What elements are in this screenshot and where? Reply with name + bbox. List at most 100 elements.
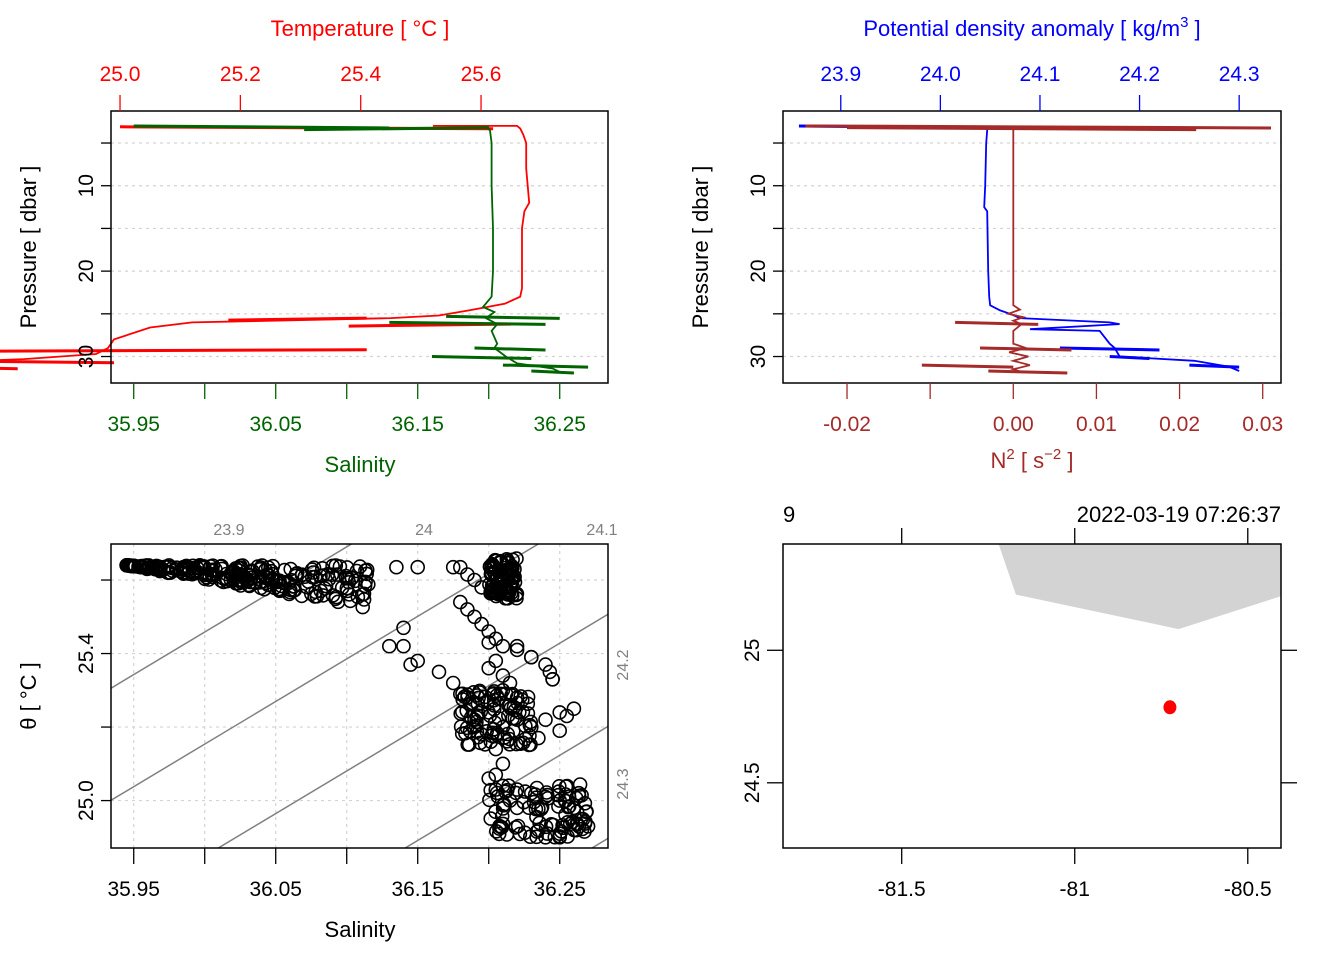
data-point (523, 714, 539, 730)
bottom-tick-label: 0.02 (1159, 413, 1200, 436)
data-point (320, 566, 336, 582)
top-tick-label: 24.0 (920, 63, 961, 86)
series-group (0, 124, 589, 375)
top-tick-label: 25.0 (100, 63, 141, 86)
top-tick-label: 24.2 (1119, 63, 1160, 86)
data-point (467, 609, 482, 625)
data-point (271, 581, 286, 597)
data-point (294, 567, 310, 583)
plot-frame (782, 543, 1282, 849)
series-spike (0, 348, 367, 353)
data-point (495, 668, 511, 683)
grid (783, 142, 1281, 358)
y-tick-label: 30 (75, 345, 98, 368)
y-tick-label: 25 (741, 639, 764, 662)
data-point (260, 560, 276, 575)
data-point (474, 580, 489, 595)
station-marker (1163, 700, 1177, 715)
y-axis-label: θ [ °C ] (16, 662, 41, 729)
data-point (142, 560, 157, 575)
data-point (359, 562, 375, 578)
bottom-tick-label: 0.01 (1076, 413, 1117, 436)
panel-temperature-salinity-profile: 10 20 30 25.0 25.2 25.4 25.6 35.95 36.05 36.15 36.… (0, 16, 609, 477)
data-point (495, 638, 511, 654)
top-tick-label: 25.2 (220, 63, 261, 86)
data-point (488, 741, 504, 757)
data-point (213, 573, 229, 588)
isopycnal-label: 24.2 (615, 649, 632, 680)
plot-frame (110, 543, 609, 849)
series-spike (955, 320, 1039, 326)
isopycnal-line (216, 613, 608, 848)
data-point (286, 578, 302, 594)
data-point (538, 829, 553, 845)
series-spike (1059, 346, 1160, 352)
isopycnal-label: 23.9 (213, 522, 244, 539)
data-point (196, 559, 212, 574)
series-spike (431, 355, 532, 361)
data-point (484, 559, 499, 575)
y-axis-label: Pressure [ dbar ] (16, 166, 41, 329)
series-spike (531, 369, 574, 375)
axes: 10 20 30 25.0 25.2 25.4 25.6 35.95 36.05 36.15 36.… (75, 63, 586, 436)
data-point (500, 553, 516, 569)
data-point (529, 809, 544, 825)
bottom-tick-label: 0.00 (993, 413, 1034, 436)
isopycnal-lines (111, 544, 608, 848)
data-point (465, 695, 480, 711)
data-point (529, 829, 544, 845)
plot-frame (110, 110, 609, 384)
data-point (283, 561, 299, 577)
data-point (481, 660, 497, 676)
data-point (488, 653, 504, 669)
data-point (520, 706, 536, 721)
data-point (445, 559, 461, 575)
data-point (176, 566, 191, 582)
y-tick-label: 10 (75, 174, 98, 197)
data-point (381, 638, 397, 654)
data-point (197, 567, 213, 583)
data-point (403, 657, 418, 672)
data-point (453, 719, 469, 735)
data-point (552, 705, 568, 720)
data-point (488, 767, 504, 783)
data-point (460, 602, 475, 617)
data-point (492, 818, 507, 834)
n2-label-sup: 2 (1006, 446, 1014, 463)
data-point (460, 687, 475, 702)
data-point (580, 818, 596, 834)
data-point (122, 558, 138, 574)
x-tick-label: -81 (1060, 878, 1090, 901)
y-tick-label: 24.5 (741, 762, 764, 803)
data-point (509, 800, 525, 816)
data-point (474, 727, 489, 742)
plot-frame (782, 110, 1282, 384)
x-tick-label: 36.05 (249, 878, 302, 901)
data-point (229, 566, 244, 582)
data-point (474, 616, 489, 632)
data-point (452, 594, 468, 610)
data-point (523, 649, 539, 665)
top-axis-label-text: Potential density anomaly [ kg/m (863, 16, 1180, 41)
coastline (998, 544, 1281, 630)
data-point (491, 826, 507, 842)
data-point (558, 779, 574, 794)
bottom-tick-label: -0.02 (823, 413, 871, 436)
data-point (338, 570, 354, 586)
isopycnal-line (111, 544, 540, 802)
data-point (545, 671, 560, 687)
isopycnal-label: 24 (415, 522, 433, 539)
data-point (538, 657, 553, 672)
data-point (552, 829, 568, 845)
data-point (469, 714, 484, 730)
scatter-points (119, 551, 596, 845)
series-spike (805, 124, 1272, 130)
bottom-axis-label: N2 [ s−2 ] (991, 446, 1074, 473)
top-tick-label: 24.3 (1219, 63, 1260, 86)
data-point (410, 559, 426, 575)
n2-label-n: N (991, 448, 1007, 473)
data-point (445, 675, 461, 691)
data-point (552, 793, 568, 808)
series-line-potential-density-anomaly (983, 125, 1240, 372)
x-tick-label: -80.5 (1224, 878, 1272, 901)
